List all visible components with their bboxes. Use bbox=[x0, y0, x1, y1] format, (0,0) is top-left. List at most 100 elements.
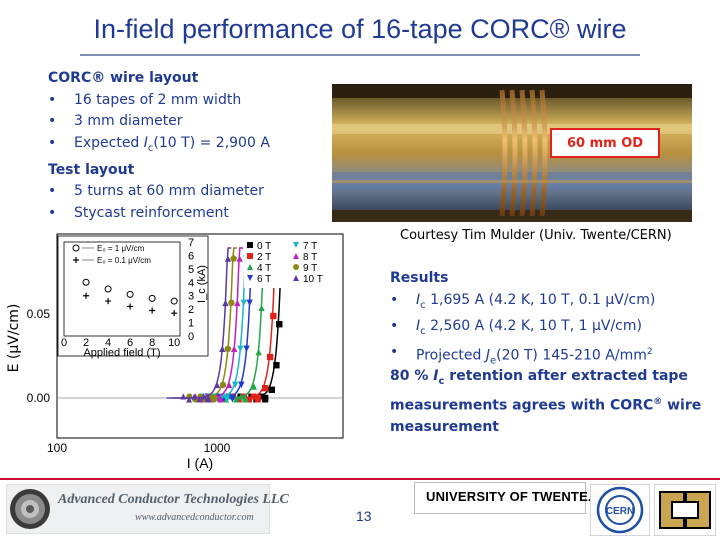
bullet: • bbox=[48, 91, 57, 108]
results-item-text: Projected Je(20 T) 145-210 A/mm2 bbox=[416, 342, 653, 372]
act-logo bbox=[6, 484, 270, 534]
legend-marker bbox=[293, 253, 299, 259]
inset-legend-marker bbox=[73, 257, 79, 263]
inset-x-tick-label: 10 bbox=[168, 337, 180, 349]
inset-x-ticks: 0 2 4 6 8 10 bbox=[61, 337, 180, 349]
chart-legend: 0 T2 T4 T6 T 7 T8 T9 T10 T bbox=[244, 238, 340, 288]
x-tick-label: 1000 bbox=[204, 441, 231, 455]
retention-text: retention after extracted tape measureme… bbox=[390, 368, 688, 414]
inset-x-tick-label: 4 bbox=[105, 337, 111, 349]
layout-item-text: Expected Ic(10 T) = 2,900 A bbox=[74, 133, 270, 160]
cu-boulder-logo bbox=[654, 484, 716, 536]
ic-symbol: I bbox=[416, 317, 421, 334]
data-point bbox=[213, 381, 221, 389]
legend-marker bbox=[293, 275, 299, 281]
data-point bbox=[234, 299, 241, 307]
data-point bbox=[246, 299, 253, 307]
test-item: • 5 turns at 60 mm diameter bbox=[48, 181, 270, 203]
data-point bbox=[228, 299, 235, 307]
data-point bbox=[268, 386, 275, 393]
inset-x-tick-label: 8 bbox=[149, 337, 155, 349]
data-point bbox=[200, 393, 207, 400]
data-point bbox=[276, 321, 283, 328]
legend-label: 8 T bbox=[303, 252, 317, 263]
results-heading: Results bbox=[390, 270, 449, 286]
layout-item: • 3 mm diameter bbox=[48, 111, 270, 133]
inset-y-tick-label: 5 bbox=[188, 264, 194, 276]
inset-legend-label: E₀ = 1 μV/cm bbox=[97, 244, 145, 253]
y-tick-label: 0.05 bbox=[27, 307, 51, 321]
data-point bbox=[266, 353, 274, 361]
data-point bbox=[241, 394, 249, 402]
footer-divider bbox=[0, 478, 720, 480]
data-point bbox=[233, 396, 240, 403]
inset-series-group bbox=[82, 278, 178, 317]
legend-marker bbox=[247, 242, 253, 248]
y-ticks: 0.00 0.05 bbox=[27, 307, 51, 405]
inset-data-point bbox=[126, 290, 134, 298]
data-point bbox=[270, 312, 277, 320]
results-block: Results • Ic 1,695 A (4.2 K, 10 T, 0.1 μV… bbox=[390, 268, 655, 372]
unit-exponent: 2 bbox=[646, 347, 653, 358]
retention-percent: 80 % bbox=[390, 368, 434, 384]
legend-marker bbox=[247, 275, 253, 281]
data-point bbox=[236, 255, 243, 262]
data-point bbox=[210, 394, 218, 402]
legend-label: 4 T bbox=[257, 263, 271, 274]
data-point bbox=[261, 394, 269, 402]
y-axis-label: E (μV/cm) bbox=[6, 304, 22, 373]
inset-y-tick-label: 4 bbox=[188, 277, 194, 289]
expected-ic-symbol: I bbox=[143, 135, 148, 152]
bullet: • bbox=[390, 344, 399, 361]
results-item: • Ic 2,560 A (4.2 K, 10 T, 1 μV/cm) bbox=[390, 316, 655, 342]
data-point bbox=[196, 396, 203, 403]
results-item: • Projected Je(20 T) 145-210 A/mm2 bbox=[390, 342, 655, 372]
data-point bbox=[250, 383, 258, 390]
legend-marker bbox=[247, 264, 253, 270]
data-point bbox=[180, 393, 187, 400]
photo-credit: Courtesy Tim Mulder (Univ. Twente/CERN) bbox=[400, 228, 672, 243]
test-item-text: Stycast reinforcement bbox=[74, 205, 229, 222]
projected-prefix: Projected bbox=[416, 347, 486, 364]
data-point bbox=[255, 348, 262, 356]
inset-data-point bbox=[171, 310, 178, 317]
ic-sub: c bbox=[420, 325, 426, 337]
inset-data-point bbox=[148, 294, 156, 302]
data-point bbox=[230, 255, 237, 262]
act-company-name: Advanced Conductor Technologies LLC bbox=[58, 492, 289, 507]
main-series-group bbox=[166, 247, 285, 403]
inset-y-ticks: 01 23 45 67 bbox=[188, 237, 194, 343]
inset-y-tick-label: 1 bbox=[188, 318, 194, 330]
inset-data-point bbox=[83, 292, 90, 299]
bullet: • bbox=[390, 291, 399, 308]
expected-suffix: (10 T) = 2,900 A bbox=[153, 135, 270, 152]
data-point bbox=[261, 384, 269, 392]
x-tick-label: 100 bbox=[47, 441, 67, 455]
results-item: • Ic 1,695 A (4.2 K, 10 T, 0.1 μV/cm) bbox=[390, 290, 655, 316]
twente-logo bbox=[414, 482, 586, 514]
results-value: (20 T) 145-210 A/mm bbox=[496, 347, 647, 364]
ic-sub: c bbox=[438, 375, 445, 387]
inset-legend-marker bbox=[72, 244, 80, 252]
inset-legend-label: E₀ = 0.1 μV/cm bbox=[97, 256, 151, 265]
layout-item: • Expected Ic(10 T) = 2,900 A bbox=[48, 133, 270, 160]
results-item-text: Ic 2,560 A (4.2 K, 10 T, 1 μV/cm) bbox=[416, 316, 642, 342]
legend-label: 6 T bbox=[257, 274, 271, 285]
inset-y-tick-label: 3 bbox=[188, 291, 194, 303]
results-value: 2,560 A (4.2 K, 10 T, 1 μV/cm) bbox=[425, 317, 642, 334]
legend-box bbox=[244, 238, 340, 288]
legend-label: 2 T bbox=[257, 252, 271, 263]
results-item-text: Ic 1,695 A (4.2 K, 10 T, 0.1 μV/cm) bbox=[416, 290, 655, 316]
data-point bbox=[217, 394, 224, 402]
legend-marker bbox=[293, 264, 299, 270]
inset-y-tick-label: 7 bbox=[188, 237, 194, 249]
data-point bbox=[222, 299, 229, 307]
data-point bbox=[250, 393, 257, 400]
expected-ic-sub: c bbox=[147, 142, 154, 154]
test-item: • Stycast reinforcement bbox=[48, 203, 270, 225]
data-point bbox=[258, 304, 265, 311]
inset-y-tick-label: 6 bbox=[188, 250, 194, 262]
bullet: • bbox=[390, 317, 399, 334]
inset-x-tick-label: 0 bbox=[61, 337, 67, 349]
data-point bbox=[273, 362, 280, 369]
